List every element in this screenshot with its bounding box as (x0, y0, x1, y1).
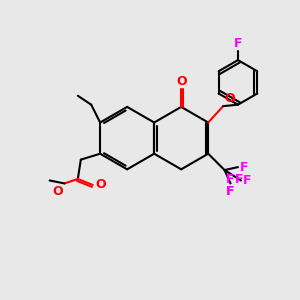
Text: F: F (242, 174, 251, 187)
Text: O: O (176, 75, 187, 88)
Text: F: F (226, 185, 235, 198)
Text: F: F (234, 37, 242, 50)
Text: O: O (96, 178, 106, 191)
Text: O: O (225, 92, 235, 105)
Text: F: F (239, 160, 248, 174)
Text: F: F (235, 173, 244, 186)
Text: O: O (52, 185, 63, 198)
Text: F: F (226, 185, 235, 198)
Text: F: F (226, 173, 235, 186)
